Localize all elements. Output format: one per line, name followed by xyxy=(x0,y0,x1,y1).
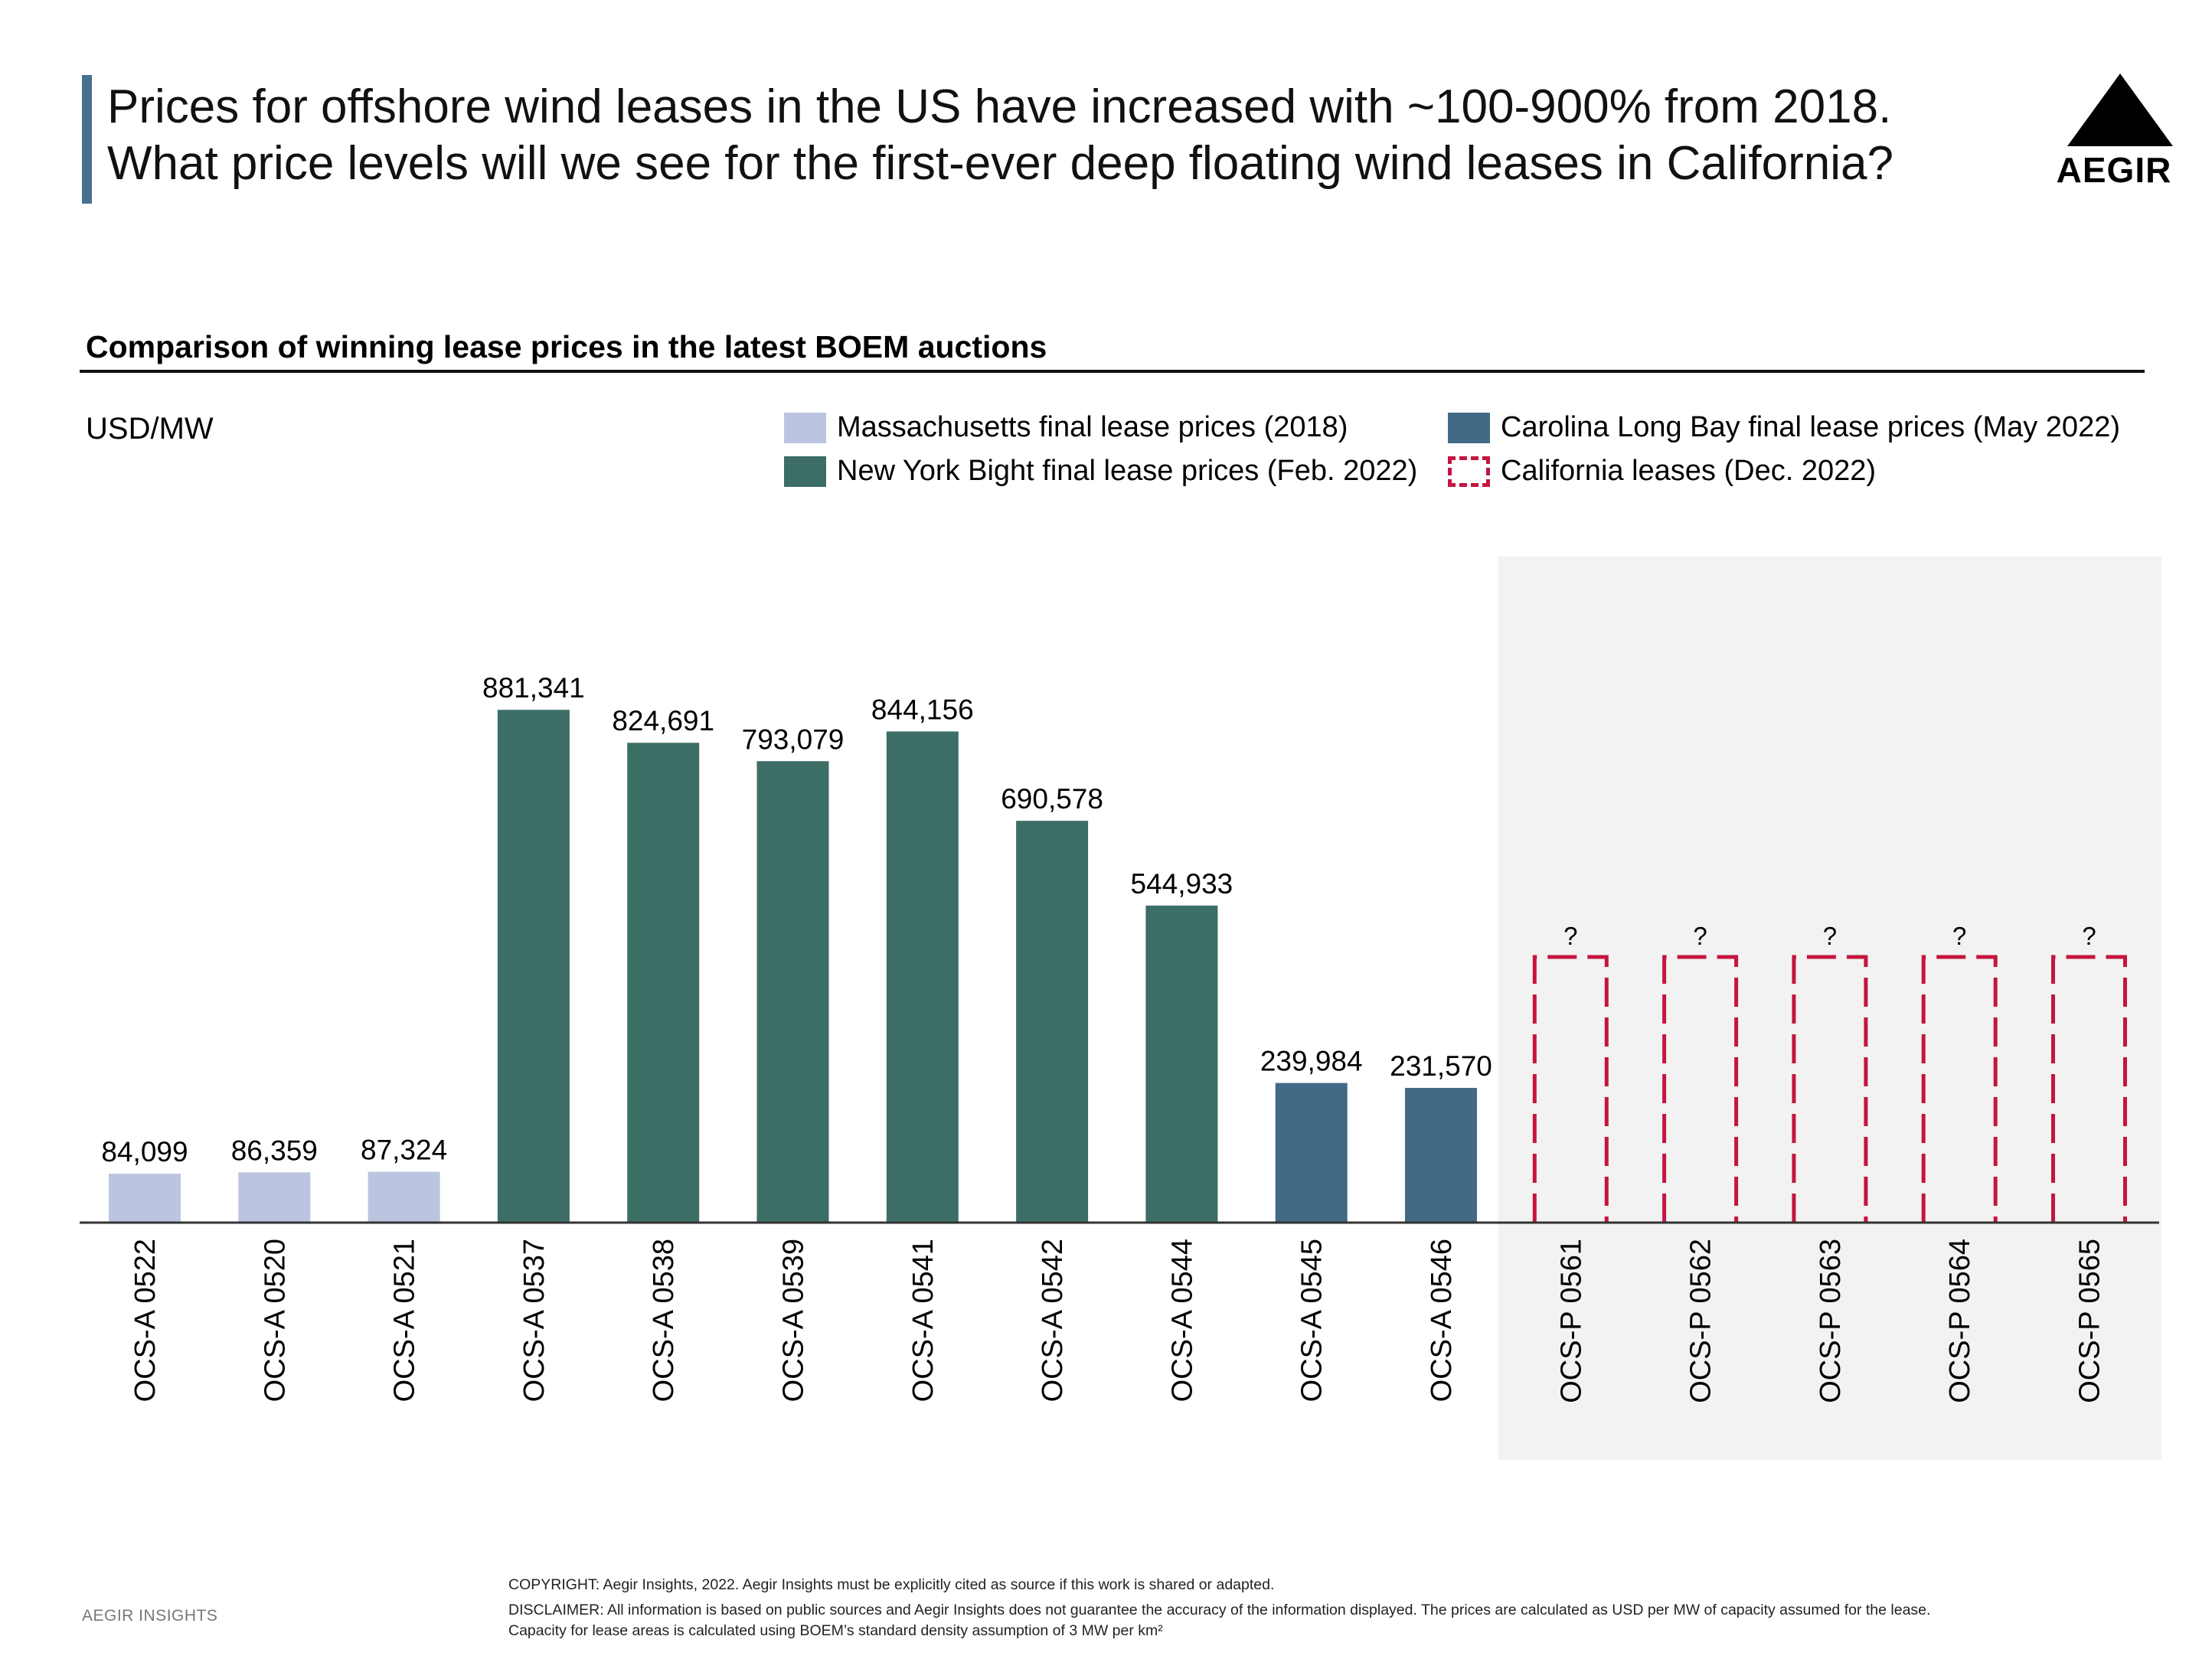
data-label: 544,933 xyxy=(1131,868,1233,900)
data-label: 231,570 xyxy=(1390,1050,1492,1082)
bar-ocs-a-0545 xyxy=(1275,1083,1348,1223)
data-label: 87,324 xyxy=(361,1135,447,1166)
x-tick-label: OCS-P 0562 xyxy=(1685,1239,1717,1403)
data-label: 881,341 xyxy=(482,672,585,704)
legend-label-new-york-bight: New York Bight final lease prices (Feb. … xyxy=(837,455,1418,487)
footer-copyright: COPYRIGHT: Aegir Insights, 2022. Aegir I… xyxy=(508,1576,1275,1593)
x-tick-label: OCS-A 0537 xyxy=(518,1239,551,1402)
data-label: ? xyxy=(1693,922,1707,950)
bar-ocs-a-0520 xyxy=(238,1172,311,1223)
legend-item-new-york-bight: New York Bight final lease prices (Feb. … xyxy=(784,455,1417,488)
x-tick-label: OCS-P 0561 xyxy=(1555,1239,1587,1403)
data-label: 84,099 xyxy=(101,1136,188,1168)
x-tick-label: OCS-A 0541 xyxy=(907,1239,939,1402)
placeholder-bar-ocs-p-0565 xyxy=(2051,955,2127,1223)
footer-brand: AEGIR INSIGHTS xyxy=(82,1607,218,1625)
bar-ocs-a-0544 xyxy=(1145,905,1218,1223)
bar-ocs-a-0541 xyxy=(886,731,959,1223)
x-tick-label: OCS-P 0565 xyxy=(2074,1239,2106,1403)
placeholder-bar-ocs-p-0564 xyxy=(1921,955,1998,1223)
data-label: 690,578 xyxy=(1001,783,1103,815)
data-label: 824,691 xyxy=(612,705,714,736)
chart-subtitle: Comparison of winning lease prices in th… xyxy=(86,329,1047,364)
legend-swatch-massachusetts xyxy=(784,412,826,443)
bar-ocs-a-0546 xyxy=(1405,1088,1477,1223)
placeholder-bar-ocs-p-0563 xyxy=(1792,955,1868,1223)
bar-ocs-a-0521 xyxy=(368,1171,440,1223)
data-label: ? xyxy=(1823,922,1837,950)
data-label: ? xyxy=(2082,922,2096,950)
footer-disclaimer-line-2: Capacity for lease areas is calculated u… xyxy=(508,1622,1163,1639)
unit-label: USD/MW xyxy=(86,412,214,446)
title-accent-bar xyxy=(82,75,92,204)
x-tick-label: OCS-A 0520 xyxy=(259,1239,291,1402)
legend-item-carolina-long-bay: Carolina Long Bay final lease prices (Ma… xyxy=(1448,411,2120,444)
legend-label-massachusetts: Massachusetts final lease prices (2018) xyxy=(837,411,1348,443)
x-tick-label: OCS-A 0538 xyxy=(648,1239,680,1402)
data-label: 844,156 xyxy=(871,694,974,725)
bar-ocs-a-0542 xyxy=(1016,821,1089,1223)
x-tick-label: OCS-P 0563 xyxy=(1815,1239,1847,1403)
x-tick-label: OCS-A 0544 xyxy=(1166,1239,1198,1402)
page-title-line-1: Prices for offshore wind leases in the U… xyxy=(107,80,1892,133)
subtitle-rule xyxy=(80,370,2145,373)
logo-text: AEGIR xyxy=(2056,150,2172,190)
data-label: ? xyxy=(1563,922,1577,950)
bar-ocs-a-0539 xyxy=(756,761,829,1223)
footer-disclaimer-line-1: DISCLAIMER: All information is based on … xyxy=(508,1602,1931,1618)
legend-swatch-carolina-long-bay xyxy=(1448,412,1490,443)
legend-item-massachusetts: Massachusetts final lease prices (2018) xyxy=(784,411,1348,444)
legend-label-california: California leases (Dec. 2022) xyxy=(1501,455,1877,487)
legend-swatch-new-york-bight xyxy=(784,456,826,487)
bar-ocs-a-0522 xyxy=(109,1174,181,1223)
x-tick-label: OCS-P 0564 xyxy=(1944,1239,1976,1403)
data-label: 86,359 xyxy=(231,1135,318,1166)
triangle-logo-icon xyxy=(2067,73,2173,146)
x-tick-label: OCS-A 0545 xyxy=(1296,1239,1328,1402)
page-title-line-2: What price levels will we see for the fi… xyxy=(107,137,1893,190)
placeholder-bar-ocs-p-0561 xyxy=(1532,955,1609,1223)
x-tick-label: OCS-A 0539 xyxy=(778,1239,810,1402)
bar-ocs-a-0537 xyxy=(497,710,570,1223)
data-label: 239,984 xyxy=(1260,1046,1363,1077)
legend-label-carolina-long-bay: Carolina Long Bay final lease prices (Ma… xyxy=(1501,411,2120,443)
data-label: ? xyxy=(1952,922,1966,950)
x-tick-label: OCS-A 0521 xyxy=(389,1239,421,1402)
x-tick-label: OCS-A 0546 xyxy=(1426,1239,1458,1402)
bar-ocs-a-0538 xyxy=(627,743,700,1223)
data-label: 793,079 xyxy=(742,723,845,755)
placeholder-bar-ocs-p-0562 xyxy=(1662,955,1739,1223)
x-tick-label: OCS-A 0522 xyxy=(129,1239,162,1402)
x-tick-label: OCS-A 0542 xyxy=(1037,1239,1069,1402)
legend-swatch-california xyxy=(1448,456,1490,487)
legend-item-california: California leases (Dec. 2022) xyxy=(1448,455,1876,488)
aegir-logo: AEGIR xyxy=(2049,73,2179,188)
california-highlight-panel xyxy=(1498,557,2161,1460)
